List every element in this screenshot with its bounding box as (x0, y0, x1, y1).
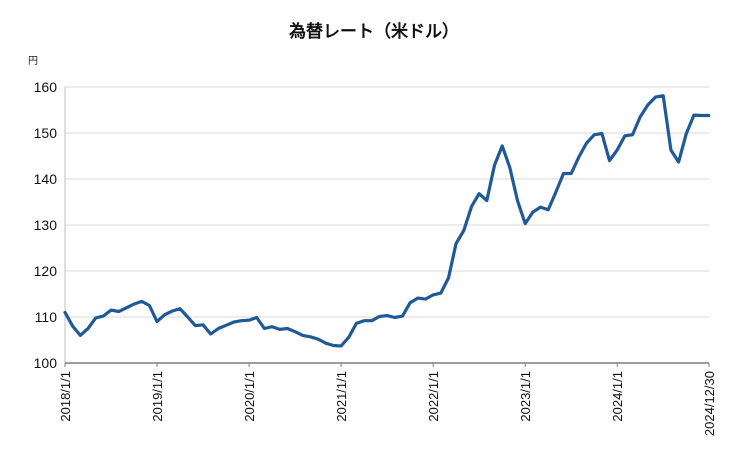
x-tick-label: 2022/1/1 (426, 371, 441, 422)
x-tick-label: 2024/12/30 (702, 371, 717, 436)
x-tick-label: 2018/1/1 (58, 371, 73, 422)
x-tick-label: 2023/1/1 (518, 371, 533, 422)
y-tick-label: 130 (34, 217, 58, 233)
y-tick-label: 120 (34, 263, 58, 279)
x-tick-label: 2020/1/1 (242, 371, 257, 422)
y-tick-label: 160 (34, 79, 58, 95)
x-tick-label: 2019/1/1 (150, 371, 165, 422)
x-tick-label: 2021/1/1 (334, 371, 349, 422)
series-line (63, 94, 711, 348)
y-tick-label: 140 (34, 171, 58, 187)
chart-title: 為替レート（米ドル） (289, 22, 459, 42)
x-tick-label: 2024/1/1 (610, 371, 625, 422)
y-tick-label: 110 (35, 309, 58, 325)
y-tick-label: 150 (34, 125, 58, 141)
y-tick-label: 100 (34, 355, 58, 371)
y-axis-unit-label: 円 (28, 56, 38, 67)
